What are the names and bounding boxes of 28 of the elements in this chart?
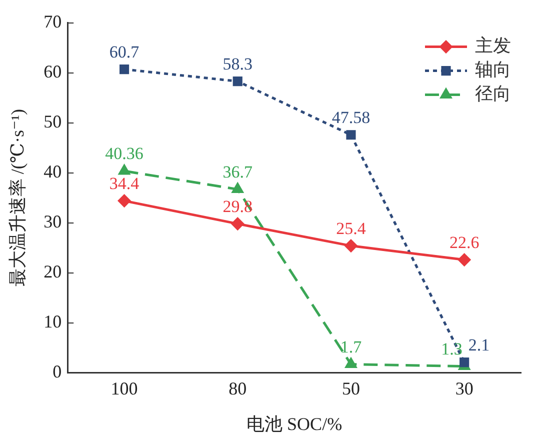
data-label: 47.58 xyxy=(332,108,370,127)
data-label: 36.7 xyxy=(222,162,253,182)
x-tick-label: 80 xyxy=(228,378,247,398)
x-axis-title: 电池 SOC/% xyxy=(246,414,342,434)
y-tick-label: 30 xyxy=(44,212,62,232)
x-tick-label: 50 xyxy=(342,378,360,398)
data-label: 1.3 xyxy=(441,339,462,358)
data-label: 58.3 xyxy=(222,54,252,74)
data-label: 60.7 xyxy=(109,42,140,62)
y-tick-label: 10 xyxy=(44,312,62,332)
x-tick-label: 30 xyxy=(455,378,474,398)
y-tick-label: 0 xyxy=(52,362,62,382)
x-tick-label: 100 xyxy=(110,378,138,398)
y-tick-label: 70 xyxy=(44,12,62,32)
legend-label: 主发 xyxy=(475,36,511,56)
y-tick-label: 50 xyxy=(44,112,62,132)
data-label: 22.6 xyxy=(449,232,480,252)
y-tick-label: 60 xyxy=(44,62,62,82)
data-label: 34.4 xyxy=(109,174,140,193)
y-axis-title: 最大温升速率 /(℃·s⁻¹) xyxy=(8,109,28,287)
data-label: 40.36 xyxy=(105,144,144,163)
legend-label: 径向 xyxy=(475,84,511,104)
y-tick-label: 40 xyxy=(44,162,62,182)
data-label: 2.1 xyxy=(468,335,490,354)
y-tick-label: 20 xyxy=(44,262,62,282)
legend-label: 轴向 xyxy=(475,60,511,80)
data-label: 25.4 xyxy=(336,218,366,238)
data-label: 1.7 xyxy=(340,337,362,356)
